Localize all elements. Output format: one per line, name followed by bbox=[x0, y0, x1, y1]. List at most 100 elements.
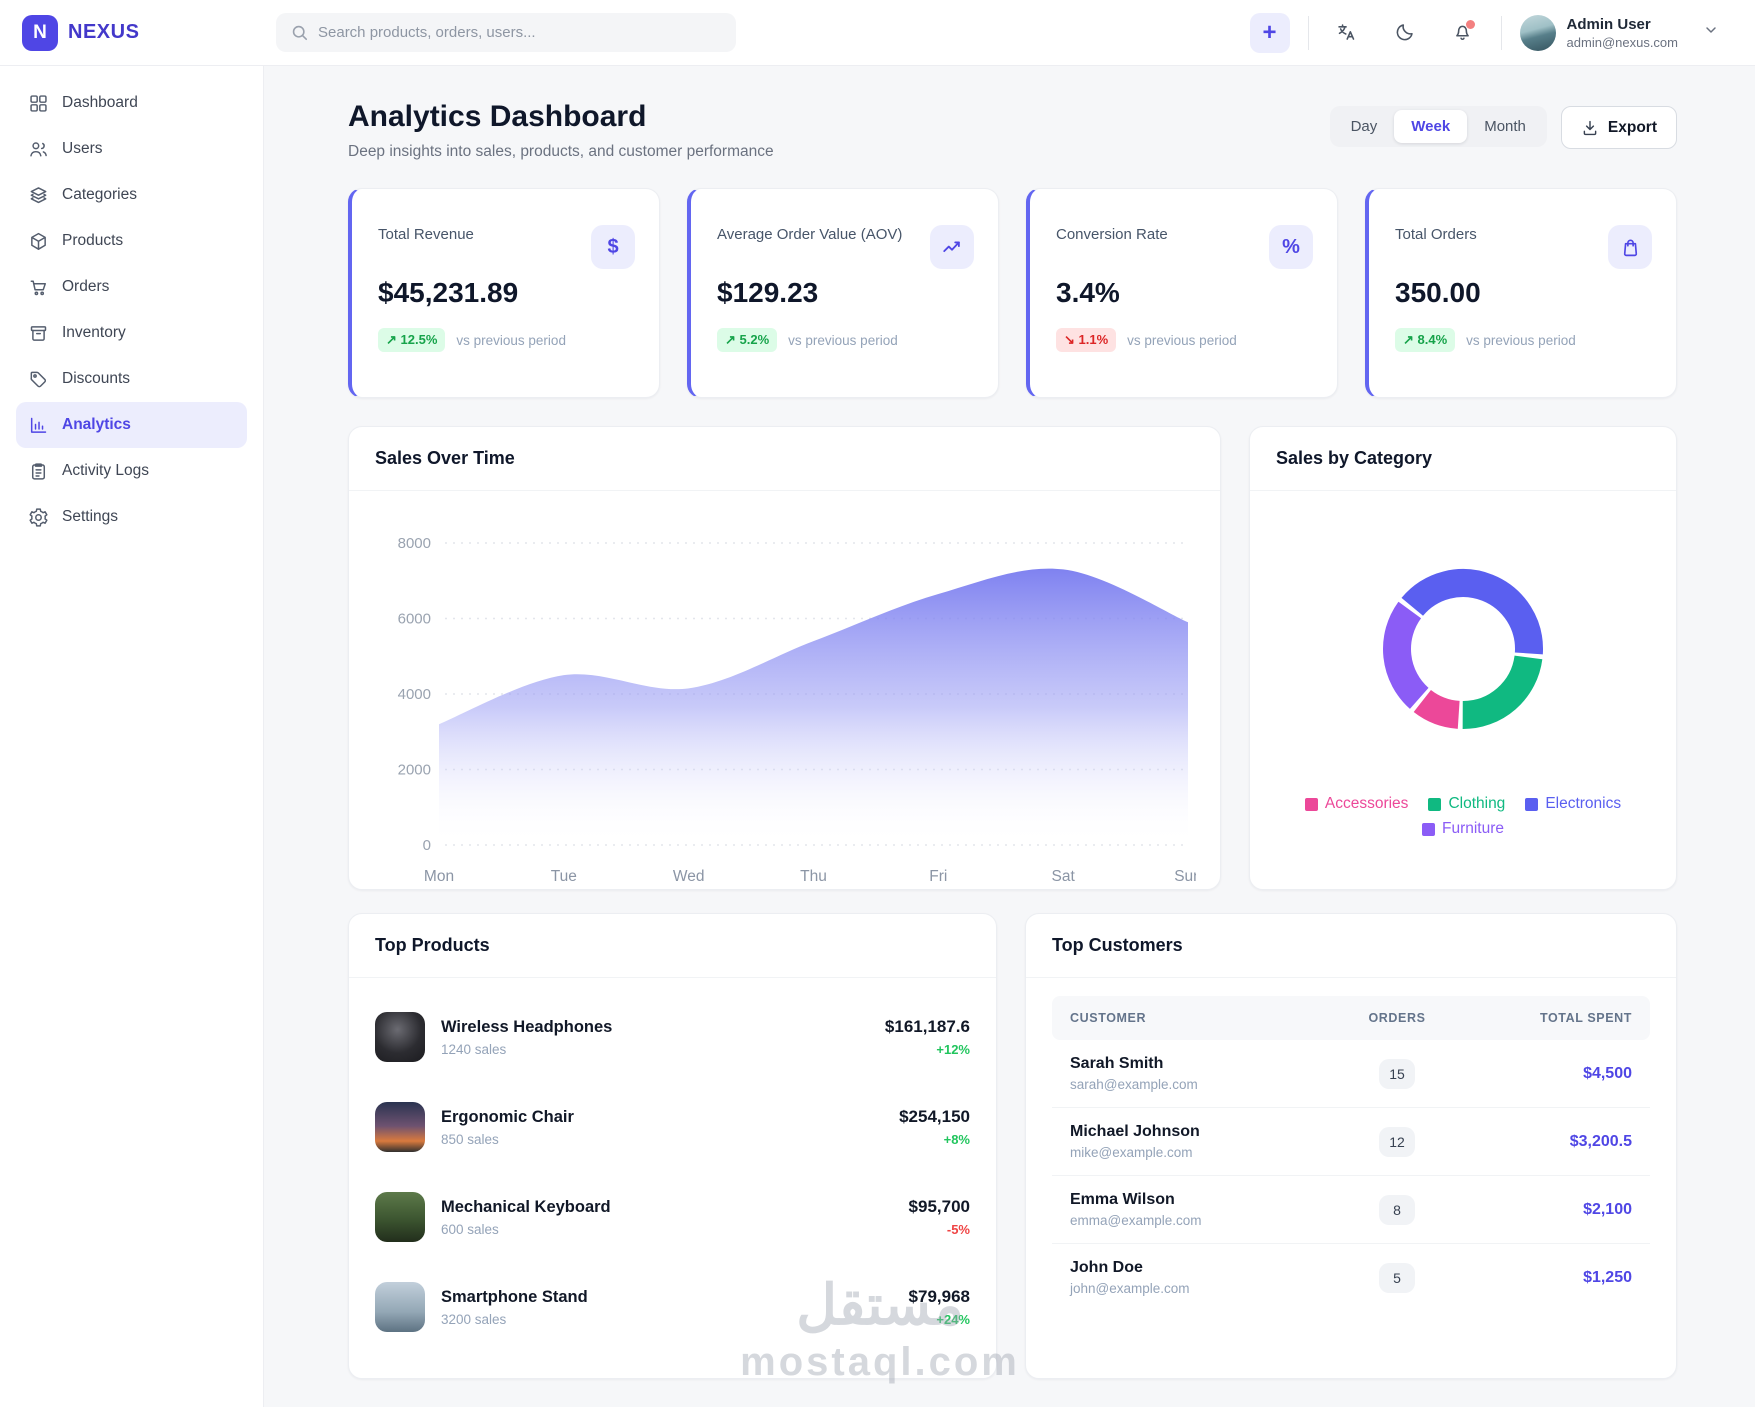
sidebar-item-label: Discounts bbox=[62, 370, 131, 387]
sidebar-item-discounts[interactable]: Discounts bbox=[16, 356, 247, 402]
stat-change-badge: ↘ 1.1% bbox=[1056, 328, 1117, 352]
product-change: +24% bbox=[936, 1312, 970, 1327]
customer-name: Emma Wilson bbox=[1070, 1191, 1175, 1208]
legend-item-electronics: Electronics bbox=[1525, 795, 1621, 813]
products-icon bbox=[28, 231, 49, 252]
svg-text:Fri: Fri bbox=[929, 868, 947, 885]
stat-value: $129.23 bbox=[717, 277, 819, 308]
orders-count-pill: 5 bbox=[1379, 1262, 1415, 1293]
analytics-icon bbox=[28, 415, 49, 436]
svg-text:Tue: Tue bbox=[551, 868, 577, 885]
sidebar-item-users[interactable]: Users bbox=[16, 126, 247, 172]
bag-icon bbox=[1608, 225, 1652, 269]
inventory-icon bbox=[28, 323, 49, 344]
orders-count-pill: 15 bbox=[1379, 1058, 1415, 1089]
sidebar-item-activity-logs[interactable]: Activity Logs bbox=[16, 448, 247, 494]
donut-legend: Accessories Clothing Electronics Furnitu… bbox=[1304, 795, 1621, 838]
svg-text:0: 0 bbox=[423, 837, 431, 854]
sidebar-item-products[interactable]: Products bbox=[16, 218, 247, 264]
notification-dot bbox=[1465, 19, 1475, 29]
sidebar-item-dashboard[interactable]: Dashboard bbox=[16, 80, 247, 126]
svg-text:Sat: Sat bbox=[1052, 868, 1076, 885]
sales-over-time-card: Sales Over Time 8000 6000 4000 2000 0 Mon Tue W… bbox=[348, 426, 1221, 890]
product-sales: 3200 sales bbox=[441, 1311, 507, 1327]
trend-icon bbox=[930, 225, 974, 269]
bell-icon[interactable] bbox=[1443, 13, 1483, 53]
legend-swatch bbox=[1428, 797, 1442, 811]
range-option-day[interactable]: Day bbox=[1334, 110, 1395, 143]
customer-name: John Doe bbox=[1070, 1259, 1143, 1276]
sidebar: Dashboard Users Categories Products Orde… bbox=[0, 66, 264, 1407]
customer-row[interactable]: Michael Johnson mike@example.com 12 $3,2… bbox=[1052, 1108, 1650, 1176]
categories-icon bbox=[28, 185, 49, 206]
sidebar-item-analytics[interactable]: Analytics bbox=[16, 402, 247, 448]
product-thumbnail-stand bbox=[375, 1282, 425, 1332]
customer-row[interactable]: John Doe john@example.com 5 $1,250 bbox=[1052, 1244, 1650, 1311]
page-title: Analytics Dashboard bbox=[348, 100, 647, 133]
stat-value: 350.00 bbox=[1395, 277, 1481, 308]
dark-mode-moon-icon[interactable] bbox=[1385, 13, 1425, 53]
customer-total-spent: $4,500 bbox=[1583, 1064, 1632, 1082]
translate-icon[interactable] bbox=[1327, 13, 1367, 53]
export-button[interactable]: Export bbox=[1560, 106, 1677, 149]
orders-count-pill: 8 bbox=[1379, 1194, 1415, 1225]
users-icon bbox=[28, 139, 49, 160]
product-name: Wireless Headphones bbox=[441, 1017, 613, 1036]
product-revenue: $161,187.6 bbox=[884, 1017, 970, 1036]
sidebar-item-label: Orders bbox=[62, 278, 110, 295]
customer-row[interactable]: Sarah Smith sarah@example.com 15 $4,500 bbox=[1052, 1040, 1650, 1108]
user-name: Admin User bbox=[1566, 15, 1651, 33]
sidebar-item-label: Products bbox=[62, 232, 124, 249]
range-segmented-control: Day Week Month bbox=[1329, 106, 1547, 147]
legend-item-clothing: Clothing bbox=[1428, 795, 1505, 813]
svg-text:Sun: Sun bbox=[1174, 868, 1196, 885]
customer-name: Michael Johnson bbox=[1070, 1123, 1200, 1140]
user-menu[interactable]: Admin User admin@nexus.com bbox=[1519, 14, 1719, 51]
customers-table: CUSTOMER ORDERS TOTAL SPENT Sarah Smith sa… bbox=[1026, 978, 1676, 1311]
product-row[interactable]: Ergonomic Chair 850 sales $254,150 +8% bbox=[375, 1082, 970, 1172]
sidebar-item-categories[interactable]: Categories bbox=[16, 172, 247, 218]
orders-icon bbox=[28, 277, 49, 298]
product-list: Wireless Headphones 1240 sales $161,187.… bbox=[349, 978, 996, 1352]
stat-change-badge: ↗ 5.2% bbox=[717, 328, 778, 352]
product-name: Ergonomic Chair bbox=[441, 1107, 574, 1126]
discounts-icon bbox=[28, 369, 49, 390]
column-header-total-spent: TOTAL SPENT bbox=[1539, 1011, 1632, 1025]
sidebar-item-label: Dashboard bbox=[62, 94, 138, 111]
customer-total-spent: $1,250 bbox=[1583, 1268, 1632, 1286]
stat-note: vs previous period bbox=[456, 332, 566, 348]
stat-change-badge: ↗ 12.5% bbox=[378, 328, 446, 352]
stat-label: Total Orders bbox=[1395, 226, 1477, 243]
customer-row[interactable]: Emma Wilson emma@example.com 8 $2,100 bbox=[1052, 1176, 1650, 1244]
customer-email: sarah@example.com bbox=[1070, 1077, 1198, 1092]
customer-email: mike@example.com bbox=[1070, 1145, 1193, 1160]
page-subtitle: Deep insights into sales, products, and … bbox=[348, 143, 774, 160]
search-input[interactable] bbox=[318, 24, 722, 41]
topbar-actions: + Admin User admin@nexus.com bbox=[1249, 12, 1755, 53]
stat-note: vs previous period bbox=[1466, 332, 1576, 348]
svg-text:Thu: Thu bbox=[800, 868, 827, 885]
stat-card-2: Conversion Rate % 3.4% ↘ 1.1% vs previou… bbox=[1026, 188, 1338, 398]
product-row[interactable]: Wireless Headphones 1240 sales $161,187.… bbox=[375, 992, 970, 1082]
sidebar-item-settings[interactable]: Settings bbox=[16, 494, 247, 540]
column-header-orders: ORDERS bbox=[1368, 1011, 1426, 1025]
legend-label: Accessories bbox=[1324, 795, 1409, 812]
legend-item-accessories: Accessories bbox=[1304, 795, 1409, 813]
search-box[interactable] bbox=[276, 13, 736, 52]
product-row[interactable]: Smartphone Stand 3200 sales $79,968 +24% bbox=[375, 1262, 970, 1352]
dashboard-icon bbox=[28, 93, 49, 114]
sales-area-chart: 8000 6000 4000 2000 0 Mon Tue Wed Thu Fri Sat Sun bbox=[398, 535, 1202, 885]
add-button[interactable]: + bbox=[1249, 12, 1290, 53]
sidebar-item-inventory[interactable]: Inventory bbox=[16, 310, 247, 356]
sidebar-item-orders[interactable]: Orders bbox=[16, 264, 247, 310]
range-option-month[interactable]: Month bbox=[1467, 110, 1543, 143]
product-sales: 850 sales bbox=[441, 1131, 499, 1147]
svg-text:Mon: Mon bbox=[424, 868, 454, 885]
range-option-week[interactable]: Week bbox=[1394, 110, 1468, 143]
svg-text:4000: 4000 bbox=[398, 686, 431, 703]
category-donut-chart bbox=[1383, 569, 1543, 729]
product-row[interactable]: Mechanical Keyboard 600 sales $95,700 -5… bbox=[375, 1172, 970, 1262]
legend-item-furniture: Furniture bbox=[1421, 820, 1504, 838]
svg-text:Wed: Wed bbox=[673, 868, 705, 885]
customer-email: john@example.com bbox=[1070, 1281, 1190, 1296]
